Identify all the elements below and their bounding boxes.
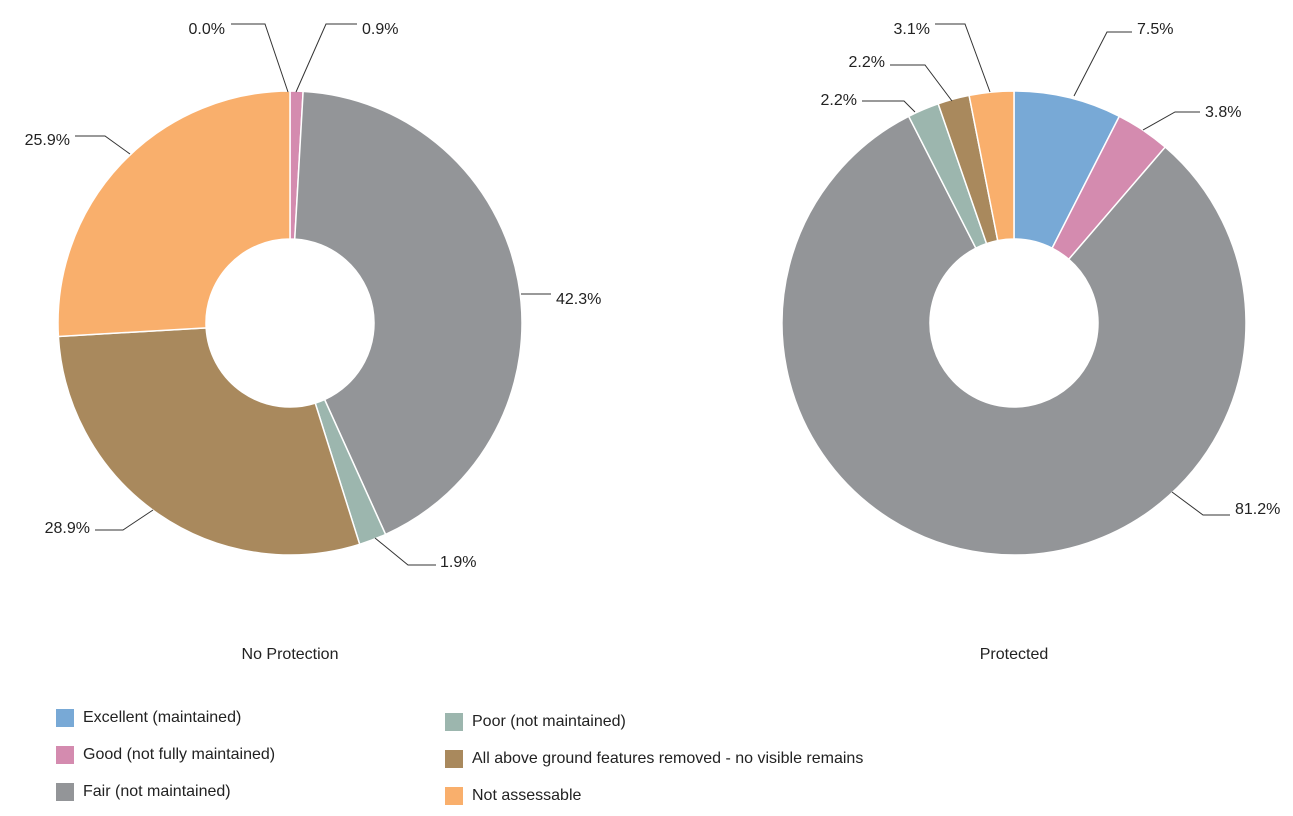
donut-no-protection: 0.0% 0.9% 42.3% 1.9% 28.9% 25.9% (25, 21, 602, 571)
legend-item-not-assessable: Not assessable (445, 784, 581, 808)
legend-item-fair: Fair (not maintained) (56, 780, 231, 804)
leader-line-no-protection-poor (374, 537, 436, 566)
legend-swatch-fair (56, 783, 74, 801)
legend-swatch-good (56, 746, 74, 764)
slice-no-protection-fair (293, 90, 523, 536)
data-label-protected-poor: 2.2% (821, 92, 857, 109)
slice-protected-fair (781, 115, 1247, 556)
leader-line-protected-good (1142, 111, 1200, 131)
legend-label-fair: Fair (not maintained) (83, 783, 231, 800)
data-label-protected-fair: 81.2% (1235, 501, 1280, 518)
leader-line-protected-fair (1171, 491, 1230, 516)
legend-item-good: Good (not fully maintained) (56, 743, 275, 767)
legend-item-removed: All above ground features removed - no v… (445, 747, 863, 771)
leader-line-protected-removed (890, 64, 953, 102)
donut-protected: 7.5% 3.8% 81.2% 2.2% 2.2% 3.1% (781, 21, 1280, 556)
legend-label-excellent: Excellent (maintained) (83, 709, 242, 726)
data-label-no-protection-excellent: 0.0% (189, 21, 225, 38)
leader-line-no-protection-removed (95, 509, 154, 531)
leader-line-no-protection-good (295, 23, 357, 93)
chart-title-protected: Protected (980, 646, 1048, 663)
legend-swatch-excellent (56, 709, 74, 727)
data-label-protected-removed: 2.2% (849, 54, 885, 71)
legend: Excellent (maintained) Good (not fully m… (56, 706, 1256, 810)
slice-no-protection-not-assessable (57, 90, 291, 338)
slice-protected-not-assessable (968, 90, 1015, 242)
data-label-no-protection-removed: 28.9% (45, 520, 90, 537)
leader-line-no-protection-excellent (231, 23, 289, 93)
legend-label-poor: Poor (not maintained) (472, 713, 626, 730)
legend-label-not-assessable: Not assessable (472, 787, 582, 804)
chart-title-no-protection: No Protection (242, 646, 339, 663)
data-label-no-protection-not-assessable: 25.9% (25, 132, 70, 149)
legend-swatch-removed (445, 750, 463, 768)
data-label-no-protection-good: 0.9% (362, 21, 398, 38)
data-label-protected-good: 3.8% (1205, 104, 1241, 121)
leader-line-protected-poor (862, 100, 916, 113)
data-label-no-protection-poor: 1.9% (440, 554, 476, 571)
legend-label-good: Good (not fully maintained) (83, 746, 276, 763)
leader-line-no-protection-not-assessable (75, 135, 131, 155)
leader-line-protected-not-assessable (935, 23, 991, 93)
data-label-protected-excellent: 7.5% (1137, 21, 1173, 38)
legend-item-excellent: Excellent (maintained) (56, 706, 241, 730)
legend-swatch-poor (445, 713, 463, 731)
legend-item-poor: Poor (not maintained) (445, 710, 626, 734)
data-label-no-protection-fair: 42.3% (556, 291, 601, 308)
legend-label-removed: All above ground features removed - no v… (472, 750, 864, 767)
leader-line-protected-excellent (1073, 31, 1132, 97)
data-label-protected-not-assessable: 3.1% (894, 21, 930, 38)
slice-no-protection-removed (57, 327, 361, 556)
legend-swatch-not-assessable (445, 787, 463, 805)
